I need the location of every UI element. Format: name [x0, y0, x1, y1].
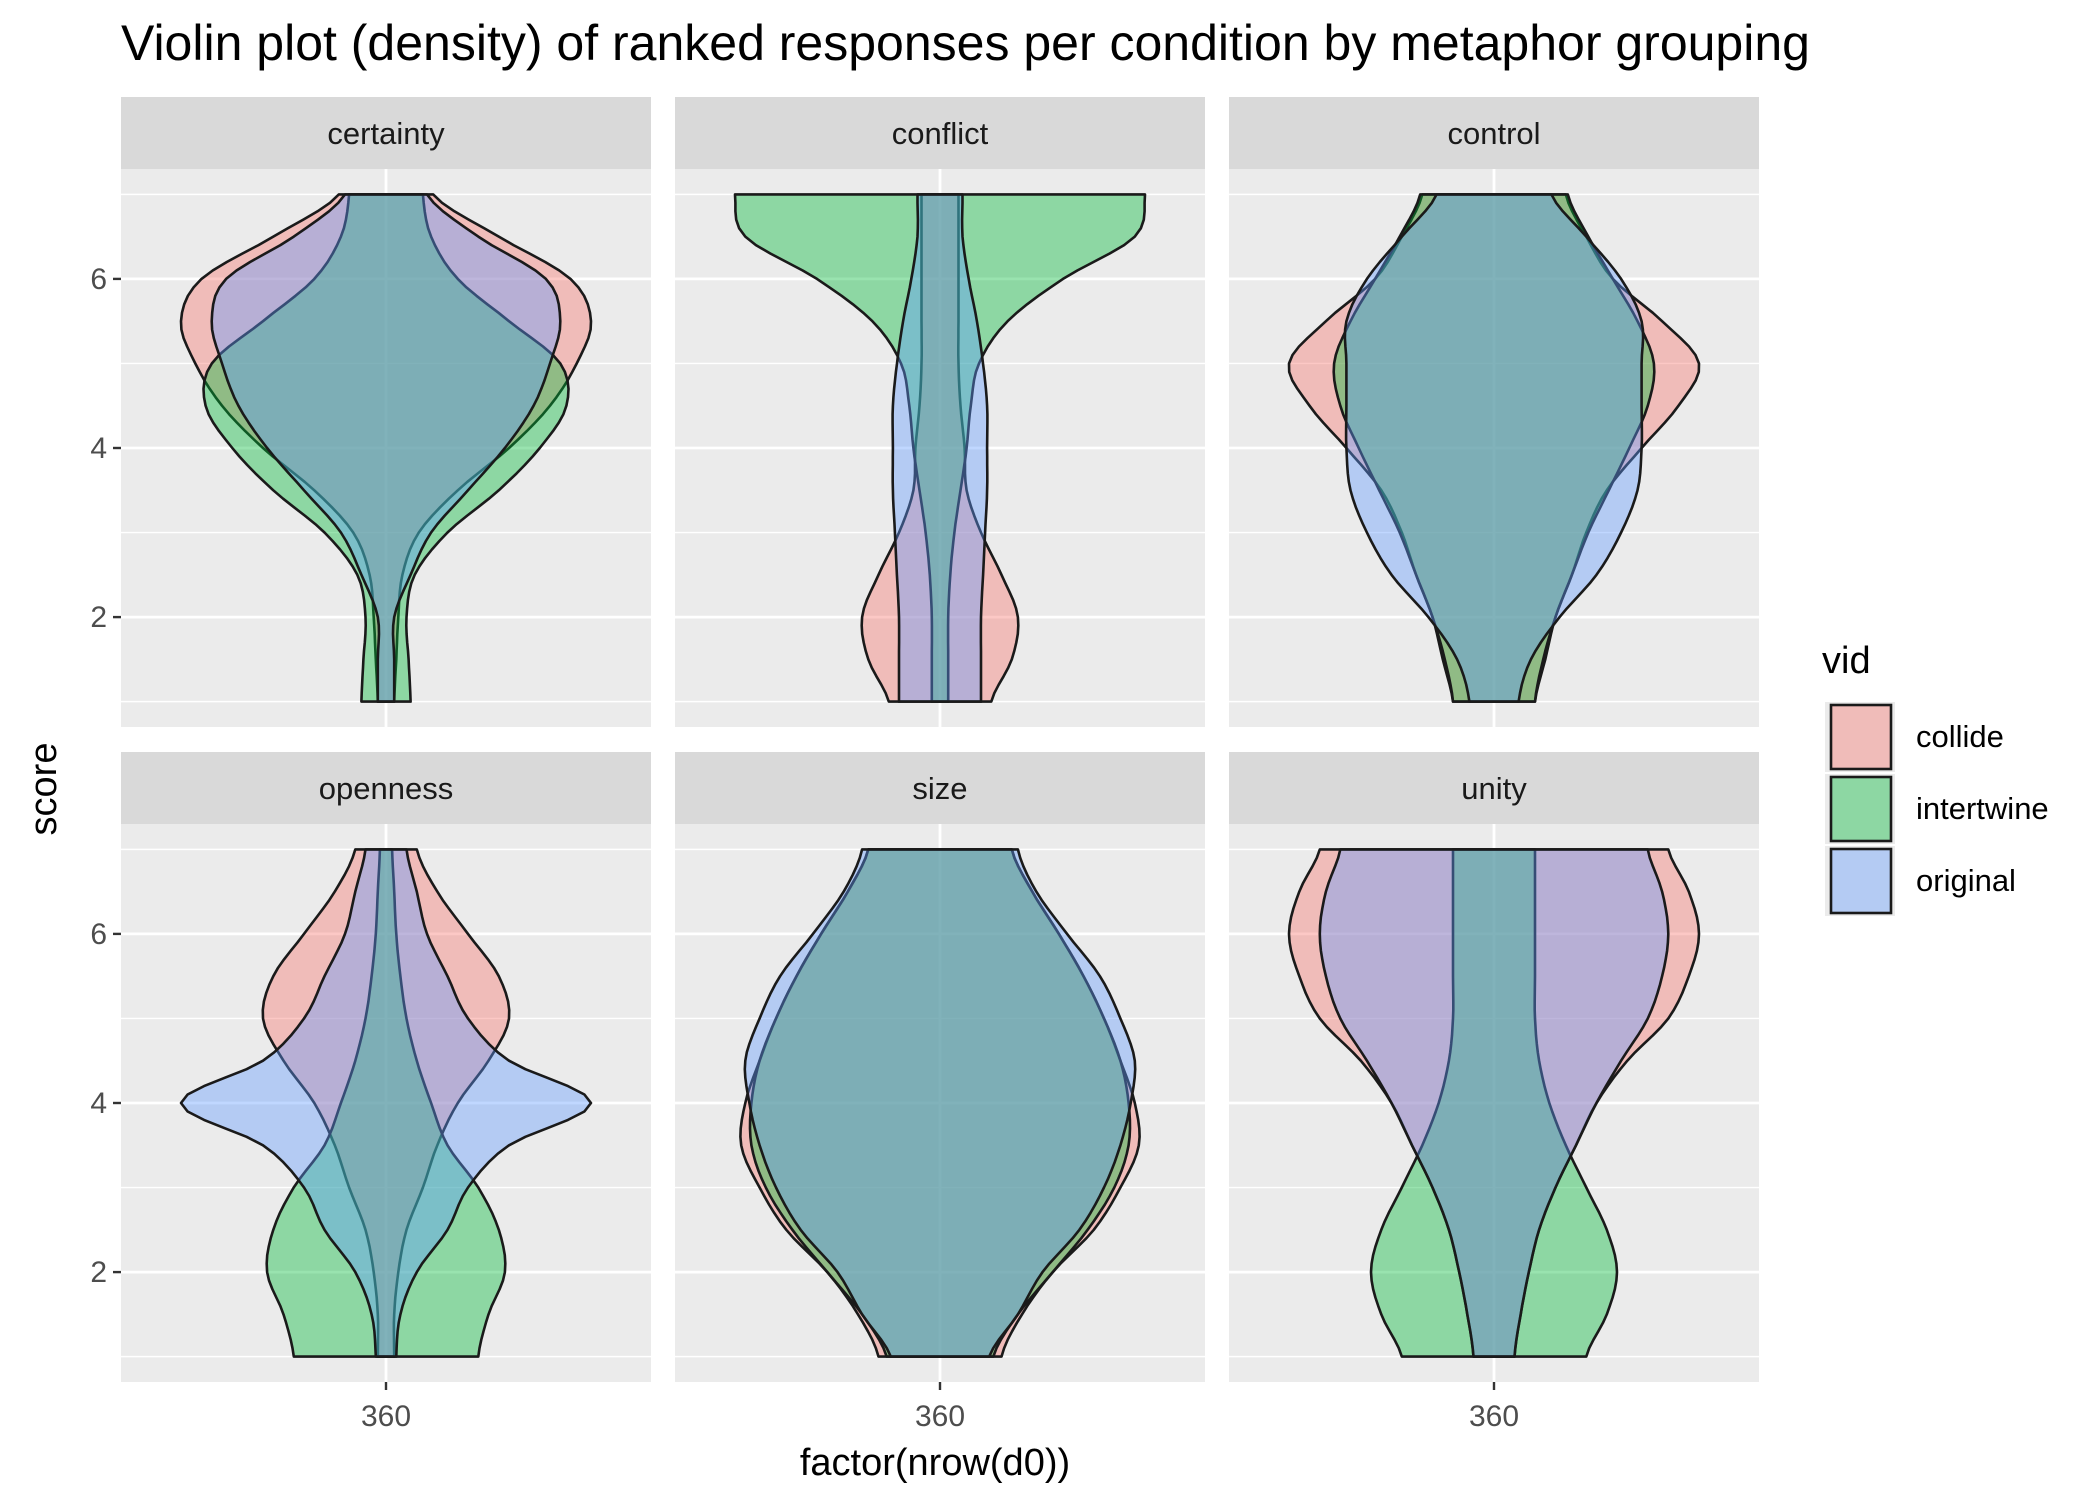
panel-openness: openness 2 4 6 360 [90, 752, 651, 1433]
legend-entry-original: original [1825, 846, 2016, 916]
y-axis-title: score [23, 743, 65, 836]
x-axis-title: factor(nrow(d0)) [800, 1442, 1070, 1484]
x-tick-label: 360 [915, 1400, 965, 1433]
strip-label: unity [1461, 771, 1527, 806]
y-tick-label: 6 [90, 263, 107, 296]
violin-intertwine [1332, 193, 1656, 703]
legend-swatch-collide [1829, 703, 1893, 771]
x-tick-label: 360 [361, 1400, 411, 1433]
strip-label: conflict [892, 116, 989, 151]
legend-label-intertwine: intertwine [1916, 791, 2049, 826]
violin-original [743, 848, 1137, 1358]
panel-unity: unity 360 [1229, 752, 1759, 1433]
strip-background [675, 752, 1205, 824]
y-tick-label: 2 [90, 1256, 107, 1289]
legend-label-collide: collide [1916, 719, 2004, 754]
y-tick-label: 4 [90, 1087, 107, 1120]
legend-label-original: original [1916, 863, 2016, 898]
legend-key-background [1825, 702, 1895, 772]
violin-original [210, 193, 562, 703]
violin-original [891, 193, 989, 703]
strip-label: certainty [327, 116, 445, 151]
panel-control: control [1229, 97, 1759, 727]
strip-background [1229, 97, 1759, 169]
panel-size: size 360 [675, 752, 1205, 1433]
violin-original [1318, 848, 1670, 1358]
legend-swatch-original [1829, 847, 1893, 915]
strip-label: control [1447, 116, 1540, 151]
panels-layer: certainty 2 4 6 conflict control openness 2 4 6 36… [90, 97, 1759, 1433]
panel-conflict: conflict [675, 97, 1205, 727]
y-tick-label: 2 [90, 601, 107, 634]
violin-intertwine [733, 193, 1147, 703]
legend-entry-collide: collide [1825, 702, 2004, 772]
strip-background [121, 752, 651, 824]
legend: vid collide intertwine original [1822, 640, 2049, 916]
legend-title: vid [1822, 640, 1871, 682]
violin-collide [179, 193, 593, 703]
x-tick-label: 360 [1469, 1400, 1519, 1433]
legend-entry-intertwine: intertwine [1825, 774, 2049, 844]
strip-background [1229, 752, 1759, 824]
chart-title: Violin plot (density) of ranked response… [121, 15, 1810, 71]
strip-label: openness [319, 771, 453, 806]
y-tick-label: 6 [90, 918, 107, 951]
y-tick-label: 4 [90, 432, 107, 465]
legend-key-background [1825, 774, 1895, 844]
strip-background [675, 97, 1205, 169]
legend-swatch-intertwine [1829, 775, 1893, 843]
violin-original [179, 848, 593, 1358]
strip-background [121, 97, 651, 169]
legend-key-background [1825, 846, 1895, 916]
panel-certainty: certainty 2 4 6 [90, 97, 651, 727]
violin-original [1343, 193, 1645, 703]
strip-label: size [912, 771, 967, 806]
